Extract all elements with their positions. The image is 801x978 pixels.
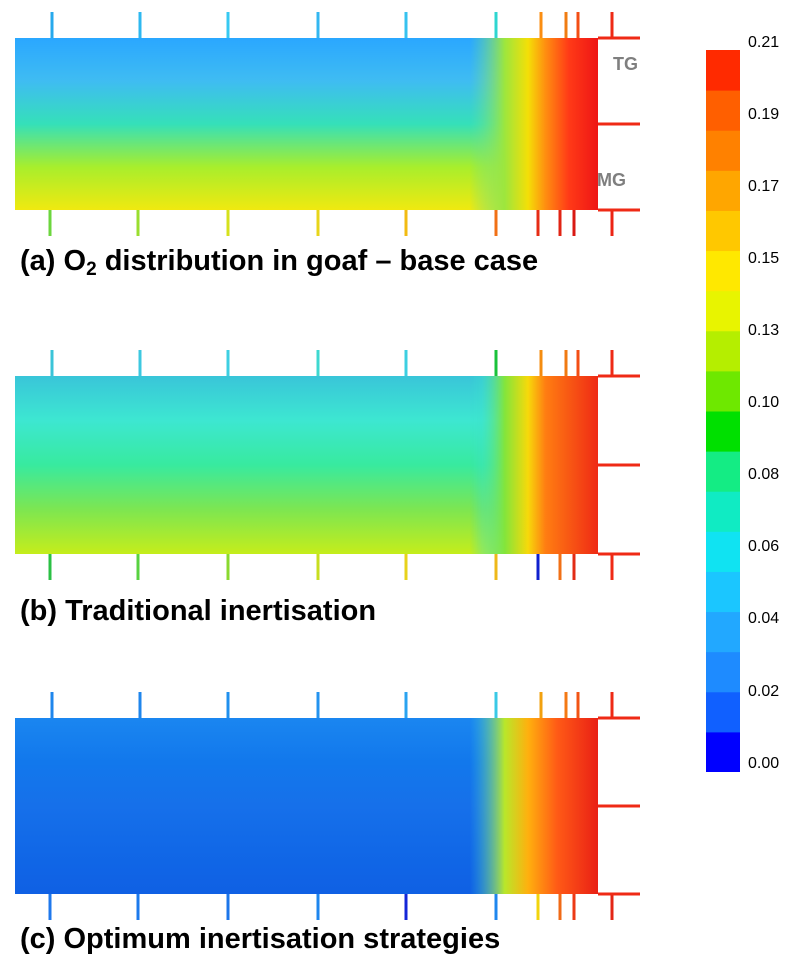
maingate-label: MG xyxy=(597,170,626,190)
panel-c-field xyxy=(15,692,640,920)
panel-b: (b) Traditional inertisation xyxy=(0,330,690,660)
colorbar-segment xyxy=(706,571,740,613)
colorbar-segment xyxy=(706,731,740,772)
panel-a-caption: (a) O2 distribution in goaf – base case xyxy=(20,245,539,280)
colorbar-tick-label: 0.02 xyxy=(748,682,780,700)
panel-a: TG MG (a) O2 distribution in goaf – base… xyxy=(0,0,690,330)
oxidation-front xyxy=(15,38,598,210)
colorbar-tick-label: 0.19 xyxy=(748,106,780,124)
panel-c-caption: (c) Optimum inertisation strategies xyxy=(20,923,501,955)
colorbar-segment xyxy=(706,651,740,693)
colorbar-segment xyxy=(706,290,740,332)
oxidation-front xyxy=(15,718,598,894)
colorbar-segment xyxy=(706,491,740,532)
colorbar-tick-label: 0.15 xyxy=(748,250,780,268)
colorbar-segment xyxy=(706,451,740,492)
colorbar-segment xyxy=(706,611,740,653)
colorbar-segment xyxy=(706,330,740,372)
colorbar-segment xyxy=(706,130,740,171)
colorbar-tick-label: 0.00 xyxy=(748,754,780,772)
colorbar xyxy=(706,50,740,772)
colorbar-tick-label: 0.13 xyxy=(748,322,780,340)
panel-c: (c) Optimum inertisation strategies xyxy=(0,670,690,978)
panel-b-caption: (b) Traditional inertisation xyxy=(20,595,377,627)
panel-b-field xyxy=(15,350,640,580)
colorbar-segment xyxy=(706,250,740,292)
colorbar-segment xyxy=(706,50,740,91)
colorbar-segment xyxy=(706,170,740,211)
colorbar-segment xyxy=(706,370,740,412)
colorbar-tick-label: 0.06 xyxy=(748,538,780,556)
oxidation-front xyxy=(15,376,598,554)
colorbar-segment xyxy=(706,691,740,733)
colorbar-segment xyxy=(706,411,740,452)
colorbar-segment xyxy=(706,531,740,572)
colorbar-tick-label: 0.17 xyxy=(748,178,780,196)
colorbar-segment xyxy=(706,90,740,131)
colorbar-tick-label: 0.10 xyxy=(748,394,780,412)
colorbar-segment xyxy=(706,210,740,252)
colorbar-tick-label: 0.04 xyxy=(748,610,780,628)
colorbar-tick-label: 0.21 xyxy=(748,34,780,51)
tailgate-label: TG xyxy=(613,54,638,74)
colorbar-tick-label: 0.08 xyxy=(748,466,780,484)
panel-a-field xyxy=(15,12,640,236)
